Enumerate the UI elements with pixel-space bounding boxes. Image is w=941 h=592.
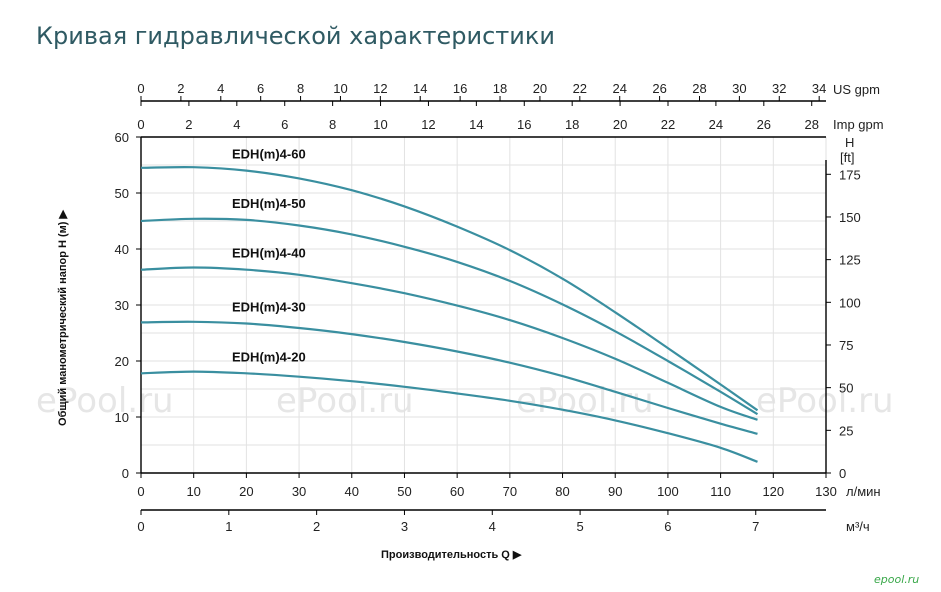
y-tick-label: 40 bbox=[115, 242, 129, 257]
x-axis-title: Производительность Q ▶ bbox=[381, 549, 522, 561]
curve-label-4: EDH(m)4-20 bbox=[232, 349, 306, 364]
impgpm-tick-label: 4 bbox=[233, 117, 240, 132]
curve-label-1: EDH(m)4-50 bbox=[232, 196, 306, 211]
usgpm-tick-label: 6 bbox=[257, 81, 264, 96]
x-tick-label: 30 bbox=[292, 484, 306, 499]
x-tick-label: 90 bbox=[608, 484, 622, 499]
impgpm-tick-label: 20 bbox=[613, 117, 627, 132]
chart-labels: Общий манометрический напор H (м) ▶ Произ… bbox=[57, 147, 522, 561]
curve-EDH(m)4-20 bbox=[140, 370, 758, 463]
x-tick-label: 70 bbox=[503, 484, 517, 499]
usgpm-tick-label: 2 bbox=[177, 81, 184, 96]
m3h-tick-label: 6 bbox=[664, 519, 671, 534]
page-title: Кривая гидравлической характеристики bbox=[36, 22, 555, 50]
corner-logo: epool.ru bbox=[874, 573, 919, 586]
ft-tick-label: 25 bbox=[839, 423, 853, 438]
x-tick-label: 20 bbox=[239, 484, 253, 499]
m3h-tick-label: 0 bbox=[137, 519, 144, 534]
x-tick-label: 130 bbox=[815, 484, 837, 499]
impgpm-tick-label: 2 bbox=[185, 117, 192, 132]
watermark-text-0: ePool.ru bbox=[36, 381, 174, 421]
usgpm-tick-label: 14 bbox=[413, 81, 427, 96]
impgpm-tick-label: 12 bbox=[421, 117, 435, 132]
ft-tick-label: 125 bbox=[839, 253, 861, 268]
impgpm-tick-label: 10 bbox=[373, 117, 387, 132]
usgpm-tick-label: 30 bbox=[732, 81, 746, 96]
impgpm-tick-label: 18 bbox=[565, 117, 579, 132]
curve-EDH(m)4-40 bbox=[140, 266, 758, 421]
ft-tick-label: 100 bbox=[839, 295, 861, 310]
usgpm-tick-label: 32 bbox=[772, 81, 786, 96]
usgpm-tick-label: 8 bbox=[297, 81, 304, 96]
x-tick-label: 110 bbox=[710, 484, 731, 499]
y-tick-label: 30 bbox=[115, 298, 129, 313]
impgpm-tick-label: 24 bbox=[709, 117, 723, 132]
impgpm-tick-label: 22 bbox=[661, 117, 675, 132]
x-tick-label: 120 bbox=[762, 484, 784, 499]
m3h-tick-label: 7 bbox=[752, 519, 759, 534]
usgpm-tick-label: 4 bbox=[217, 81, 224, 96]
y-tick-label: 50 bbox=[115, 186, 129, 201]
x-tick-label: 80 bbox=[555, 484, 569, 499]
m3h-tick-label: 1 bbox=[225, 519, 232, 534]
usgpm-tick-label: 0 bbox=[137, 81, 144, 96]
x-tick-label: 40 bbox=[345, 484, 359, 499]
y-axis-title: Общий манометрический напор H (м) ▶ bbox=[57, 209, 69, 426]
m3h-tick-label: 4 bbox=[489, 519, 496, 534]
usgpm-tick-label: 28 bbox=[692, 81, 706, 96]
ft-tick-label: 150 bbox=[839, 210, 861, 225]
x-unit-m3h: м³/ч bbox=[846, 519, 870, 534]
usgpm-tick-label: 34 bbox=[812, 81, 826, 96]
watermark-text-1: ePool.ru bbox=[276, 381, 414, 421]
m3h-tick-label: 5 bbox=[576, 519, 583, 534]
usgpm-tick-label: 18 bbox=[493, 81, 507, 96]
ft-tick-label: 175 bbox=[839, 167, 861, 182]
impgpm-tick-label: 0 bbox=[137, 117, 144, 132]
curve-label-2: EDH(m)4-40 bbox=[232, 246, 306, 261]
x-tick-label: 60 bbox=[450, 484, 464, 499]
impgpm-tick-label: 8 bbox=[329, 117, 336, 132]
usgpm-tick-label: 12 bbox=[373, 81, 387, 96]
x-unit-usgpm: US gpm bbox=[833, 82, 880, 97]
usgpm-tick-label: 16 bbox=[453, 81, 467, 96]
ft-tick-label: 50 bbox=[839, 381, 853, 396]
y-ft-unit: [ft] bbox=[840, 150, 854, 165]
y-ft-title: H bbox=[845, 135, 854, 150]
m3h-tick-label: 3 bbox=[401, 519, 408, 534]
m3h-tick-label: 2 bbox=[313, 519, 320, 534]
ft-tick-label: 75 bbox=[839, 338, 853, 353]
x-tick-label: 0 bbox=[137, 484, 144, 499]
chart-curves bbox=[140, 166, 759, 463]
curve-label-0: EDH(m)4-60 bbox=[232, 147, 306, 162]
curve-EDH(m)4-60 bbox=[140, 166, 759, 412]
y-tick-label: 10 bbox=[115, 410, 129, 425]
usgpm-tick-label: 24 bbox=[612, 81, 626, 96]
curve-EDH(m)4-30 bbox=[140, 320, 758, 435]
ft-tick-label: 0 bbox=[839, 466, 846, 481]
usgpm-tick-label: 22 bbox=[573, 81, 587, 96]
x-tick-label: 100 bbox=[657, 484, 679, 499]
watermark-text-3: ePool.ru bbox=[756, 381, 894, 421]
impgpm-tick-label: 28 bbox=[804, 117, 818, 132]
curve-EDH(m)4-50 bbox=[140, 217, 759, 416]
y-tick-label: 60 bbox=[115, 130, 129, 145]
x-unit-lmin: л/мин bbox=[846, 484, 881, 499]
x-unit-impgpm: Imp gpm bbox=[833, 117, 884, 132]
x-tick-label: 10 bbox=[186, 484, 200, 499]
usgpm-tick-label: 20 bbox=[533, 81, 547, 96]
y-tick-label: 0 bbox=[122, 466, 129, 481]
x-tick-label: 50 bbox=[397, 484, 411, 499]
usgpm-tick-label: 10 bbox=[333, 81, 347, 96]
usgpm-tick-label: 26 bbox=[652, 81, 666, 96]
impgpm-tick-label: 16 bbox=[517, 117, 531, 132]
impgpm-tick-label: 6 bbox=[281, 117, 288, 132]
y-tick-label: 20 bbox=[115, 354, 129, 369]
impgpm-tick-label: 14 bbox=[469, 117, 483, 132]
impgpm-tick-label: 26 bbox=[757, 117, 771, 132]
curve-label-3: EDH(m)4-30 bbox=[232, 299, 306, 314]
